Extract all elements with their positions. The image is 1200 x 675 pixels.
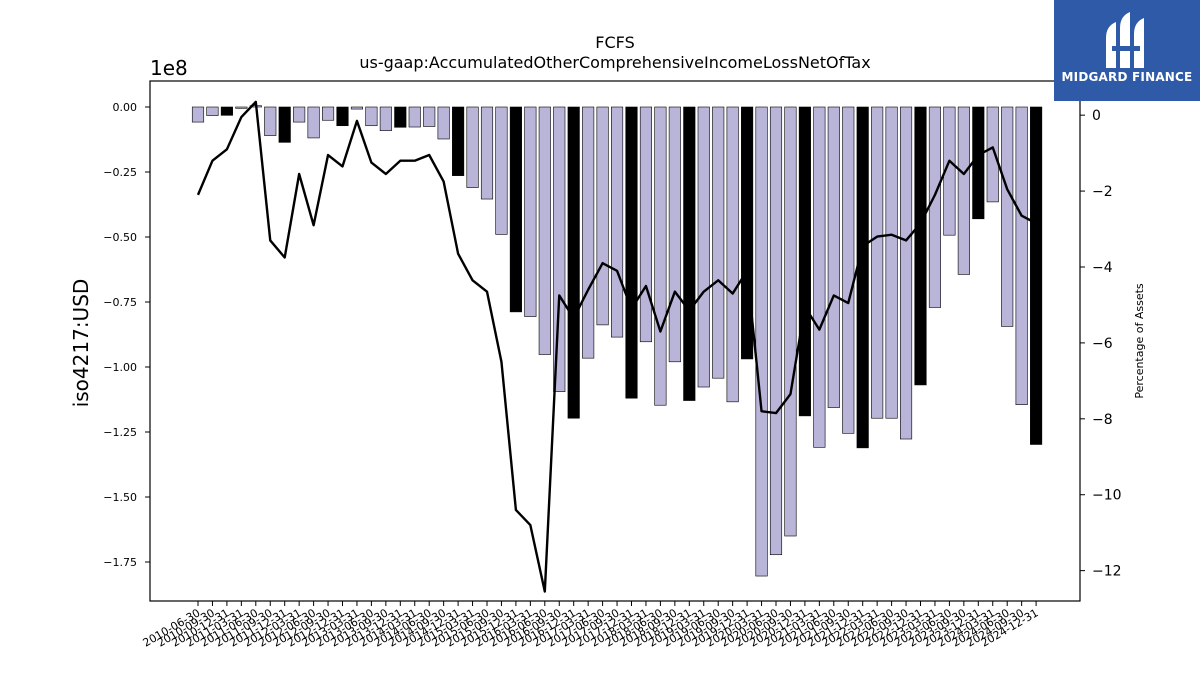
- bar-2016-03-31: [524, 106, 537, 317]
- plot-frame: [149, 80, 1081, 602]
- bar-2022-12-31: [914, 106, 927, 386]
- bar-2019-09-30: [726, 106, 739, 403]
- bar-2020-06-30: [769, 106, 783, 556]
- y-tick-label-right: −12: [1092, 564, 1122, 580]
- y-tick-label-right: 0: [1092, 108, 1101, 124]
- bar-2012-09-30: [321, 106, 335, 121]
- bar-2010-06-30: [191, 106, 205, 123]
- bar-2012-03-31: [293, 106, 306, 123]
- bar-2021-09-30: [842, 106, 855, 434]
- y-axis-label: iso4217:USD: [69, 279, 93, 408]
- bar-2016-09-30: [553, 106, 566, 393]
- percentage-line: [196, 100, 1037, 593]
- bar-2023-03-31: [928, 106, 942, 308]
- y-axis-label-right: Percentage of Assets: [1133, 283, 1146, 399]
- y-ticks-right: 0 −2 −4 −6 −8 −10 −12: [1080, 108, 1122, 580]
- bars-group: [191, 105, 1043, 577]
- bar-2013-09-30: [379, 106, 392, 131]
- bar-2011-03-31: [235, 106, 248, 109]
- bar-2020-03-31: [755, 106, 768, 577]
- bar-2013-12-31: [394, 106, 407, 128]
- bar-2014-12-31: [452, 106, 465, 176]
- chart-subtitle: us-gaap:AccumulatedOtherComprehensiveInc…: [359, 53, 870, 72]
- bar-2020-09-30: [784, 106, 797, 537]
- bar-2023-12-31: [972, 106, 985, 220]
- bar-2024-06-30: [1001, 106, 1014, 327]
- bar-2015-06-30: [480, 106, 494, 200]
- bar-2018-06-30: [654, 106, 667, 406]
- midgard-logo-icon: [1106, 12, 1144, 68]
- bar-2014-03-31: [408, 106, 421, 128]
- bar-2023-06-30: [943, 106, 956, 236]
- bar-2011-12-31: [278, 106, 291, 143]
- y-tick-label: −0.75: [103, 296, 137, 309]
- bar-2024-12-31: [1030, 106, 1043, 445]
- bar-2011-09-30: [264, 106, 277, 136]
- bar-2018-03-31: [639, 106, 653, 343]
- y-tick-label-right: −4: [1092, 260, 1113, 276]
- bar-2018-12-31: [683, 106, 696, 401]
- bar-2021-03-31: [813, 106, 826, 448]
- line-group: [196, 100, 1037, 593]
- bar-2016-12-31: [567, 106, 580, 419]
- bar-2022-06-30: [885, 106, 898, 419]
- bar-2023-09-30: [957, 106, 970, 275]
- bar-2014-06-30: [423, 106, 436, 127]
- bar-2019-12-31: [741, 106, 754, 360]
- bar-2013-06-30: [365, 106, 378, 127]
- y-ticks: 0.00 −0.25 −0.50 −0.75 −1.00 −1.25 −1.50 −1.75: [103, 101, 150, 569]
- bar-2019-06-30: [712, 106, 725, 379]
- bar-2022-09-30: [899, 106, 913, 440]
- bar-2018-09-30: [668, 106, 681, 363]
- bar-2021-12-31: [856, 106, 869, 449]
- y-tick-label-right: −8: [1092, 412, 1113, 428]
- bar-2012-06-30: [307, 106, 320, 139]
- bar-2017-06-30: [596, 106, 609, 326]
- logo: MIDGARD FINANCE: [1054, 0, 1200, 101]
- bar-2017-12-31: [625, 106, 638, 399]
- y-tick-label: −0.25: [103, 166, 137, 179]
- bar-2022-03-31: [871, 106, 884, 419]
- bar-2024-03-31: [986, 106, 999, 203]
- bar-2020-12-31: [798, 106, 811, 417]
- y-tick-label: −1.25: [103, 426, 137, 439]
- y-tick-label: −0.50: [103, 231, 137, 244]
- y-tick-label: −1.50: [103, 491, 137, 504]
- logo-text: MIDGARD FINANCE: [1061, 70, 1193, 84]
- bar-2016-06-30: [538, 106, 551, 355]
- bar-2019-03-31: [697, 106, 710, 388]
- x-ticks: 2010-06-302010-09-302010-12-312011-03-31…: [141, 601, 1041, 650]
- bar-2015-09-30: [495, 106, 508, 235]
- y-tick-label: 0.00: [113, 101, 138, 114]
- bar-2015-03-31: [466, 106, 479, 188]
- bar-2021-06-30: [827, 106, 840, 408]
- y-tick-label: −1.75: [103, 556, 137, 569]
- bar-2017-09-30: [610, 106, 624, 338]
- bar-2015-12-31: [509, 106, 522, 313]
- y-tick-label-right: −2: [1092, 184, 1113, 200]
- bar-2012-12-31: [336, 106, 349, 127]
- y-tick-label-right: −6: [1092, 336, 1113, 352]
- bar-2017-03-31: [582, 106, 595, 359]
- bar-2014-09-30: [437, 106, 450, 140]
- bar-2024-09-30: [1015, 106, 1028, 406]
- y-tick-label: −1.00: [103, 361, 137, 374]
- y-offset-text: 1e8: [150, 56, 188, 80]
- chart-title: FCFS: [595, 33, 634, 52]
- y-tick-label-right: −10: [1092, 488, 1122, 504]
- bar-2010-12-31: [220, 106, 233, 116]
- bar-2010-09-30: [206, 106, 219, 116]
- bar-2013-03-31: [350, 106, 364, 110]
